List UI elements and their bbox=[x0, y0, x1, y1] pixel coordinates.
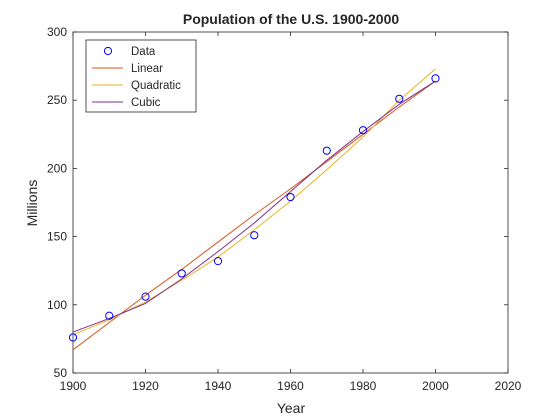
legend-entry: Quadratic bbox=[131, 80, 181, 92]
y-tick-label: 100 bbox=[47, 298, 67, 312]
data-point bbox=[213, 257, 223, 266]
y-tick-label: 250 bbox=[47, 93, 67, 107]
x-tick-label: 1900 bbox=[60, 379, 87, 393]
data-point bbox=[286, 192, 295, 202]
data-point bbox=[141, 292, 150, 301]
legend: Data Linear Quadratic Cubic bbox=[85, 39, 197, 113]
x-tick-label: 2000 bbox=[422, 379, 449, 393]
data-point bbox=[431, 74, 440, 83]
x-tick-label: 1940 bbox=[205, 379, 232, 393]
y-tick-label: 150 bbox=[47, 230, 67, 244]
data-point bbox=[395, 94, 404, 103]
y-tick-label: 300 bbox=[47, 25, 67, 39]
data-point bbox=[177, 269, 186, 278]
legend-marker bbox=[103, 46, 113, 56]
x-tick-label: 1980 bbox=[350, 379, 377, 393]
x-axis-label: Year bbox=[277, 400, 306, 416]
data-point bbox=[358, 126, 368, 135]
chart-title: Population of the U.S. 1900-2000 bbox=[183, 11, 399, 27]
data-point bbox=[322, 146, 331, 155]
x-tick-label: 1960 bbox=[277, 379, 304, 393]
data-point bbox=[105, 311, 114, 320]
y-tick-label: 200 bbox=[47, 161, 67, 175]
series-line-cubic bbox=[72, 80, 436, 333]
y-tick-label: 50 bbox=[54, 366, 68, 380]
data-point bbox=[68, 333, 78, 342]
data-point bbox=[250, 231, 259, 240]
x-tick-label: 1920 bbox=[132, 379, 159, 393]
legend-entry: Cubic bbox=[131, 97, 161, 109]
legend-entry: Linear bbox=[131, 63, 163, 75]
y-axis-label: Millions bbox=[24, 180, 40, 227]
legend-entry: Data bbox=[131, 46, 156, 58]
x-tick-label: 2020 bbox=[495, 379, 522, 393]
series-layer bbox=[68, 68, 440, 351]
